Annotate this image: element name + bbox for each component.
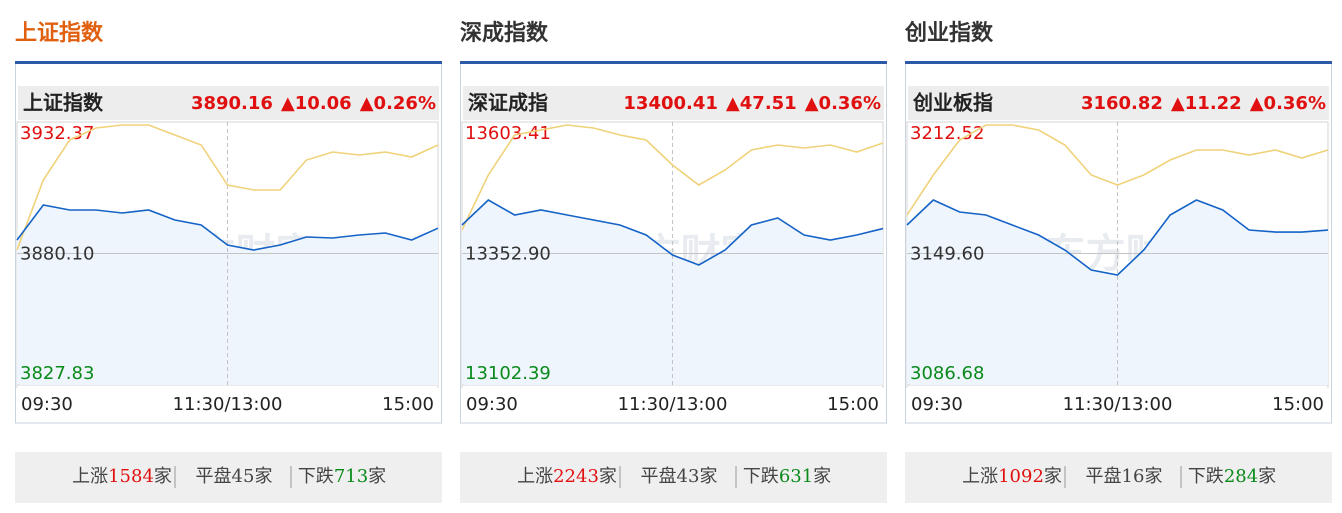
info-bar <box>908 86 1329 120</box>
quote-pct: ▲0.26% <box>360 93 436 114</box>
quote-price: 3890.16 <box>191 93 273 114</box>
stat-unit: 家 <box>1258 466 1276 487</box>
stat-label: 平盘 <box>196 466 232 487</box>
stat-count: 43 <box>677 466 700 487</box>
quote-pct: ▲0.36% <box>1250 93 1326 114</box>
stats-bar <box>15 452 442 503</box>
y-tick-label: 3212.52 <box>910 123 984 144</box>
y-tick-label: 3880.10 <box>20 244 94 265</box>
quote-change: ▲10.06 <box>281 93 352 114</box>
quote-pct: ▲0.36% <box>805 93 881 114</box>
y-tick-label: 3086.68 <box>910 363 984 384</box>
stat-count: 284 <box>1224 466 1258 487</box>
area-fill <box>17 204 438 385</box>
stat-count: 1092 <box>998 466 1044 487</box>
index-tab[interactable]: 创业指数 <box>904 20 994 46</box>
stat-count: 16 <box>1122 466 1145 487</box>
quote: 13400.41 ▲47.51 ▲0.36% <box>623 93 881 114</box>
panel-top-border <box>460 61 887 64</box>
stat-count: 631 <box>779 466 813 487</box>
x-tick-label: 09:30 <box>911 394 963 415</box>
y-tick-label: 13102.39 <box>465 363 551 384</box>
stat-label: 上涨 <box>72 466 108 487</box>
quote-price: 13400.41 <box>623 93 718 114</box>
stat: 平盘16家 <box>1086 466 1163 487</box>
price-line <box>16 124 439 251</box>
panel-top-border <box>15 61 442 64</box>
price-line <box>16 204 439 251</box>
stat: 上涨1584家 <box>72 466 172 487</box>
stat-count: 45 <box>232 466 255 487</box>
stat-unit: 家 <box>154 466 172 487</box>
y-tick-label: 13352.90 <box>465 244 551 265</box>
price-line <box>461 199 884 266</box>
stat: 平盘45家 <box>196 466 273 487</box>
stat-label: 平盘 <box>1086 466 1122 487</box>
stat: 平盘43家 <box>641 466 718 487</box>
info-bar <box>18 86 439 120</box>
index-name: 上证指数 <box>23 91 104 115</box>
index-tab[interactable]: 深成指数 <box>460 20 549 46</box>
stat-unit: 家 <box>1144 466 1162 487</box>
quote-price: 3160.82 <box>1081 93 1163 114</box>
panel-top-border <box>905 61 1332 64</box>
quote-change: ▲11.22 <box>1171 93 1242 114</box>
y-tick-label: 3827.83 <box>20 363 94 384</box>
stat: 下跌631家 <box>743 466 831 487</box>
index-name: 创业板指 <box>912 91 993 115</box>
stat-count: 1584 <box>108 466 154 487</box>
x-tick-label: 15:00 <box>1272 394 1324 415</box>
index-panel: 深成指数深证成指13400.41▲47.51▲0.36%东方财富13603.41… <box>460 20 887 503</box>
x-tick-label: 11:30/13:00 <box>618 394 728 415</box>
stat: 上涨1092家 <box>962 466 1062 487</box>
quote-change: ▲47.51 <box>726 93 797 114</box>
stat: 上涨2243家 <box>517 466 617 487</box>
stats-bar <box>460 452 887 503</box>
y-tick-label: 3932.37 <box>20 123 94 144</box>
stats-bar <box>905 452 1332 503</box>
x-tick-label: 11:30/13:00 <box>1063 394 1173 415</box>
quote: 3160.82 ▲11.22 ▲0.36% <box>1081 93 1326 114</box>
y-tick-label: 3149.60 <box>910 244 984 265</box>
index-name: 深证成指 <box>468 91 548 115</box>
index-tab[interactable]: 上证指数 <box>15 20 104 46</box>
x-tick-label: 15:00 <box>827 394 879 415</box>
price-line <box>906 199 1329 276</box>
stat-label: 下跌 <box>1188 466 1224 487</box>
stat-unit: 家 <box>368 466 386 487</box>
stat-unit: 家 <box>254 466 272 487</box>
stat: 下跌284家 <box>1188 466 1276 487</box>
stat-label: 上涨 <box>517 466 553 487</box>
info-bar <box>463 86 884 120</box>
stat-label: 上涨 <box>962 466 998 487</box>
stat-count: 2243 <box>553 466 599 487</box>
stat-label: 下跌 <box>743 466 779 487</box>
x-tick-label: 09:30 <box>21 394 73 415</box>
stat-label: 下跌 <box>298 466 334 487</box>
y-tick-label: 13603.41 <box>465 123 551 144</box>
stat-label: 平盘 <box>641 466 677 487</box>
price-line <box>461 124 884 231</box>
x-tick-label: 15:00 <box>382 394 434 415</box>
stat-count: 713 <box>334 466 368 487</box>
quote: 3890.16 ▲10.06 ▲0.26% <box>191 93 436 114</box>
x-tick-label: 11:30/13:00 <box>173 394 283 415</box>
x-tick-label: 09:30 <box>466 394 518 415</box>
index-panel: 上证指数上证指数3890.16▲10.06▲0.26%东方财富3932.3738… <box>15 20 442 503</box>
stat-unit: 家 <box>813 466 831 487</box>
price-line <box>906 124 1329 216</box>
stat-unit: 家 <box>1044 466 1062 487</box>
stat-unit: 家 <box>699 466 717 487</box>
stat-unit: 家 <box>599 466 617 487</box>
stat: 下跌713家 <box>298 466 386 487</box>
